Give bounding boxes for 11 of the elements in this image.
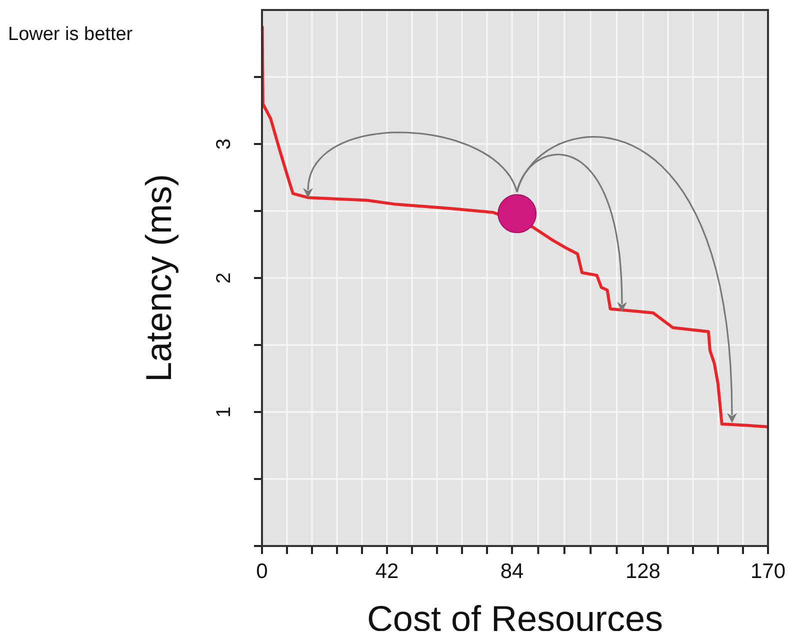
line-series bbox=[262, 24, 768, 428]
x-tick-label: 170 bbox=[750, 560, 786, 583]
y-tick-label: 3 bbox=[213, 138, 235, 150]
y-tick-label: 1 bbox=[213, 406, 235, 418]
x-tick-label: 84 bbox=[500, 560, 524, 583]
text: Lower is better bbox=[8, 24, 133, 46]
y-tick-label: 2 bbox=[213, 272, 235, 284]
y-axis-title: Latency (ms) bbox=[138, 174, 179, 382]
x-tick-label: 128 bbox=[625, 560, 661, 583]
x-tick-label: 0 bbox=[256, 560, 268, 583]
x-tick-label: 42 bbox=[375, 560, 399, 583]
